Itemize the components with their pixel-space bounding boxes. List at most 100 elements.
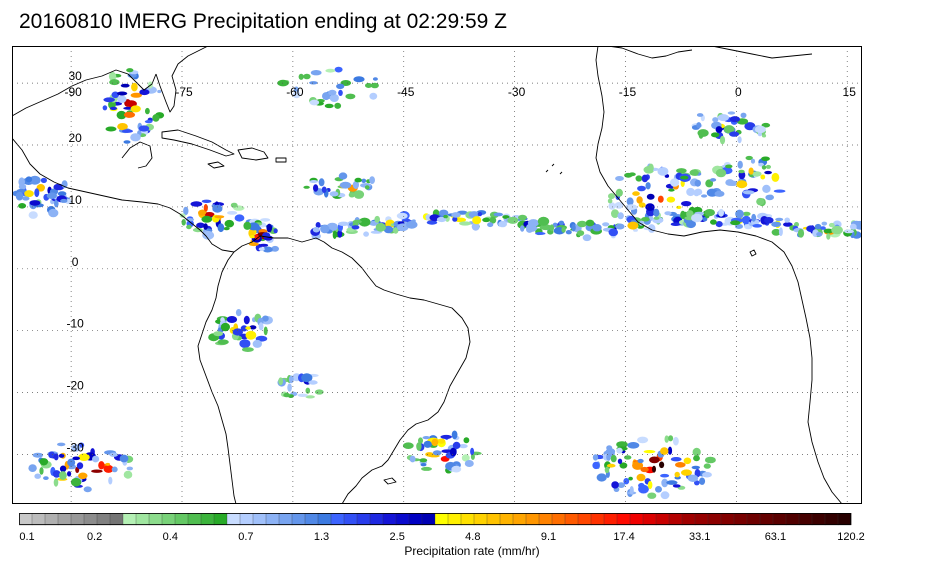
precipitation-cell [652,465,656,473]
precipitation-cell [43,476,49,480]
precipitation-cell [318,178,325,187]
precipitation-cell [608,228,618,237]
precipitation-cell [756,197,765,206]
grid-labels: -90 -75 -60 -45 -30 -15 0 15 30 20 10 0 -10 -20 -30 [64,69,856,454]
precipitation-cell [648,163,654,172]
precipitation-cell [303,73,311,80]
precipitation-cell [623,478,630,485]
precipitation-cell [320,224,330,234]
precipitation-cell [334,66,343,73]
coastline-cuba [161,129,235,157]
colorbar-swatch [83,513,98,526]
precipitation-cell [773,189,786,193]
precipitation-cell [752,224,762,228]
precipitation-cell [204,212,215,217]
precipitation-cell [607,198,613,204]
precipitation-cell [266,223,273,233]
precipitation-cell [354,177,362,183]
precipitation-cell [292,91,301,99]
precipitation-cell [109,452,118,457]
precipitation-cell [647,480,653,490]
colorbar-swatch [226,513,241,526]
precipitation-cell [754,125,766,134]
coastline-hispaniola [237,147,269,161]
precipitation-cell [332,230,337,239]
precipitation-cell [123,111,136,118]
precipitation-cell [328,89,337,96]
precipitation-cell [305,387,311,394]
colorbar-swatch [330,513,345,526]
precipitation-cell [419,458,428,463]
precipitation-cell [489,216,497,224]
colorbar-swatch [759,513,774,526]
precipitation-cell [632,461,644,470]
precipitation-cell [123,470,133,479]
precipitation-cell [704,209,715,217]
precipitation-cell [582,234,592,242]
precipitation-cell [737,160,743,169]
precipitation-cell [15,191,24,201]
precipitation-cell [737,136,742,144]
precipitation-cell [40,177,47,183]
precipitation-cell [715,168,727,178]
precipitation-cell [18,203,27,209]
precipitation-cell [464,460,474,467]
precipitation-cell [67,458,76,467]
precipitation-cell [183,206,189,216]
precipitation-cell [762,184,771,193]
precipitation-cell [309,81,318,85]
precipitation-cell [653,216,660,220]
precipitation-cell [48,208,59,218]
coastline-puerto-rico [275,157,287,163]
colorbar: 0.1 0.2 0.4 0.7 1.3 2.5 4.8 9.1 17.4 33.1 63.1 120.… [19,513,865,543]
longitude-label: -60 [286,85,304,99]
precipitation-cell [748,167,754,175]
colorbar-swatch [421,513,436,526]
precipitation-cell [409,455,416,463]
precipitation-cell [692,447,701,457]
precipitation-cell [24,190,34,198]
precipitation-cell [374,215,381,223]
precipitation-cell [699,477,706,485]
precipitation-cell [28,464,37,472]
precipitation-cell [29,200,41,206]
precipitation-cell [502,215,510,219]
precipitation-cell [696,122,702,129]
precipitation-cell [449,447,457,457]
latitude-label: -20 [66,379,84,393]
coastline-yucatan [121,141,153,169]
precipitation-cell [710,178,717,182]
precipitation-cell [67,471,72,477]
precipitation-cell [729,131,740,137]
precipitation-map[interactable]: -90 -75 -60 -45 -30 -15 0 15 30 20 10 0 -10 -20 -30 [12,46,862,504]
precipitation-cell [627,442,640,449]
precipitation-cell [235,309,242,317]
latitude-label: 30 [68,69,82,83]
precipitation-cell [592,461,600,470]
precipitation-cell [130,92,142,98]
coastline-south-america [197,235,471,504]
precipitation-cell [52,470,61,478]
precipitation-cell [109,79,120,86]
precipitation-cell [203,204,208,212]
precipitation-cell [664,211,672,216]
precipitation-cell [487,222,494,228]
precipitation-cell [741,215,751,225]
precipitation-cell [806,225,816,232]
precipitation-cell [493,212,503,217]
precipitation-cell [370,82,379,89]
latitude-label: 0 [72,255,79,269]
colorbar-swatch [538,513,553,526]
precipitation-cell [123,140,131,144]
precipitation-cell [628,476,633,481]
precipitation-cell [392,227,399,234]
colorbar-swatch [31,513,46,526]
precipitation-cell [29,175,41,185]
precipitation-cell [126,466,133,471]
precipitation-cell [670,178,680,187]
precipitation-cell [736,180,748,189]
precipitation-cell [48,451,55,459]
precipitation-cell [130,133,141,142]
precipitation-cell [686,210,694,218]
colorbar-swatch [213,513,228,526]
